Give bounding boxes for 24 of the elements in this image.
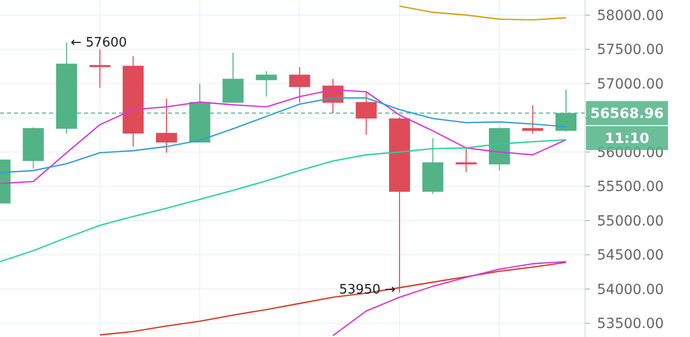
annotation: ← 57600 — [70, 35, 127, 50]
y-tick-label: 56000.00 — [597, 144, 664, 161]
line-series — [398, 6, 567, 21]
line-series — [99, 262, 567, 336]
candlestick — [289, 66, 310, 104]
y-tick-label: 57500.00 — [597, 42, 664, 58]
y-tick-label: 54500.00 — [597, 248, 664, 264]
text: 11:10 — [604, 130, 650, 147]
y-tick-label: 54000.00 — [597, 282, 664, 298]
candlestick — [156, 98, 177, 154]
y-tick-label: 53500.00 — [597, 316, 664, 332]
y-tick-label: 55500.00 — [597, 179, 664, 196]
ref-line-label: 56568.96 — [590, 106, 664, 122]
y-tick-label: 55000.00 — [597, 213, 664, 230]
candlestick — [456, 147, 477, 172]
candlestick — [89, 48, 110, 88]
y-tick-label: 57000.00 — [597, 76, 664, 92]
candlestick — [356, 91, 377, 136]
candlestick — [222, 52, 244, 104]
line-series — [0, 139, 567, 262]
line-series — [332, 261, 567, 336]
candlestick — [522, 104, 544, 134]
y-tick-label: 58000.00 — [597, 8, 664, 24]
candlestick — [256, 70, 277, 98]
